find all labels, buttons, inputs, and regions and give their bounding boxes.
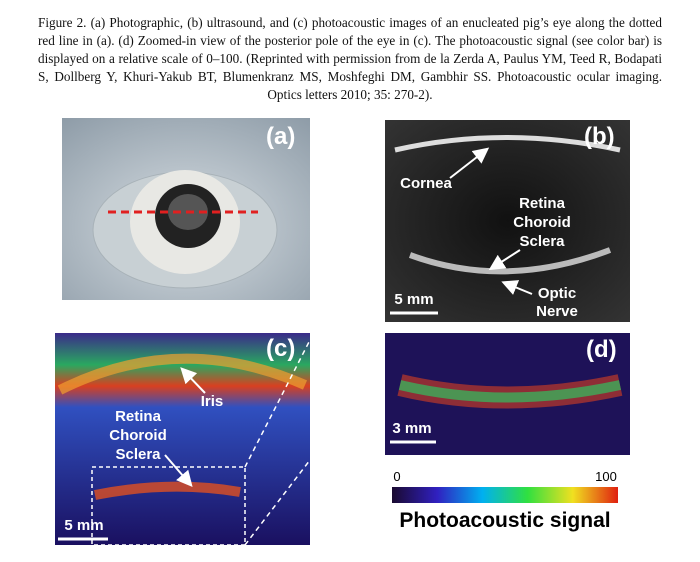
annotation: Cornea — [400, 175, 452, 192]
annotation: Nerve — [536, 303, 578, 320]
annotation: Retina — [115, 408, 162, 425]
panel-b: (b) Cornea Retina Choroid Sclera Optic N… — [385, 120, 630, 322]
colorbar-max: 100 — [595, 469, 617, 484]
panel-label: (d) — [586, 336, 617, 363]
panel-label: (a) — [266, 123, 295, 150]
annotation: Optic — [538, 285, 576, 302]
panel-label: (b) — [584, 123, 615, 150]
panel-d: (d) 3 mm — [385, 333, 630, 455]
panel-label: (c) — [266, 335, 295, 362]
panel-c: (c) Iris Retina Choroid Sclera 5 mm — [55, 333, 311, 546]
scale-bar-label: 5 mm — [64, 517, 103, 534]
annotation: Choroid — [513, 214, 571, 231]
scale-bar-label: 5 mm — [394, 291, 433, 308]
panel-a: (a) — [62, 118, 310, 300]
annotation: Sclera — [115, 446, 161, 463]
colorbar: 0 100 Photoacoustic signal — [392, 469, 618, 532]
colorbar-title: Photoacoustic signal — [399, 509, 610, 532]
annotation: Choroid — [109, 427, 167, 444]
colorbar-min: 0 — [393, 469, 400, 484]
annotation: Retina — [519, 195, 566, 212]
annotation: Iris — [201, 393, 224, 410]
scale-bar-label: 3 mm — [392, 420, 431, 437]
annotation: Sclera — [519, 233, 565, 250]
figure-caption: Figure 2. (a) Photographic, (b) ultrasou… — [38, 15, 662, 102]
